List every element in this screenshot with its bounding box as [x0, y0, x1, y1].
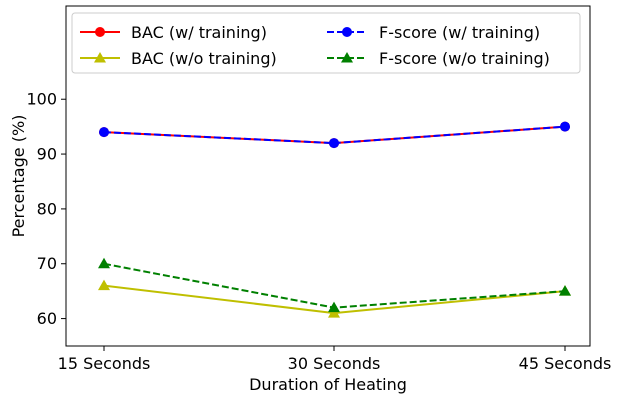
legend-item-bac-w-o-training: BAC (w/o training): [80, 49, 277, 68]
x-tick-label: 15 Seconds: [58, 354, 151, 373]
legend-marker: [95, 27, 105, 37]
legend-box: [71, 12, 581, 74]
data-point: [99, 127, 109, 138]
legend-label: F-score (w/o training): [379, 49, 550, 68]
legend-marker: [342, 27, 352, 37]
y-tick-label: 80: [37, 199, 57, 218]
x-axis: 15 Seconds 30 Seconds 45 Seconds: [58, 346, 612, 373]
data-point: [329, 138, 339, 149]
y-tick-label: 100: [26, 90, 57, 109]
data-point: [328, 307, 340, 318]
data-point: [98, 279, 110, 291]
series-f-score-w-training: [99, 121, 570, 149]
series-layer: [98, 121, 571, 318]
legend: BAC (w/ training) BAC (w/o training) F-sco…: [71, 12, 581, 74]
legend-label: BAC (w/o training): [131, 49, 277, 68]
legend-label: BAC (w/ training): [131, 23, 267, 42]
legend-item-bac-w-training: BAC (w/ training): [80, 23, 267, 42]
data-point: [328, 301, 340, 313]
legend-item-f-score-w-o-training: F-score (w/o training): [327, 49, 550, 68]
series-f-score-w-o-training: [98, 257, 571, 313]
x-axis-label: Duration of Heating: [249, 375, 407, 394]
data-point: [98, 257, 110, 269]
y-tick-label: 60: [37, 309, 57, 328]
legend-marker: [341, 52, 353, 63]
legend-marker: [94, 52, 106, 63]
data-point: [559, 285, 571, 296]
legend-item-f-score-w-training: F-score (w/ training): [327, 23, 540, 42]
x-tick-label: 45 Seconds: [519, 354, 612, 373]
y-axis-label: Percentage (%): [9, 115, 28, 238]
y-tick-label: 90: [37, 145, 57, 164]
y-axis: 60 70 80 90 100: [26, 90, 66, 328]
data-point: [560, 121, 570, 132]
x-tick-label: 30 Seconds: [288, 354, 381, 373]
legend-label: F-score (w/ training): [379, 23, 540, 42]
y-tick-label: 70: [37, 254, 57, 273]
